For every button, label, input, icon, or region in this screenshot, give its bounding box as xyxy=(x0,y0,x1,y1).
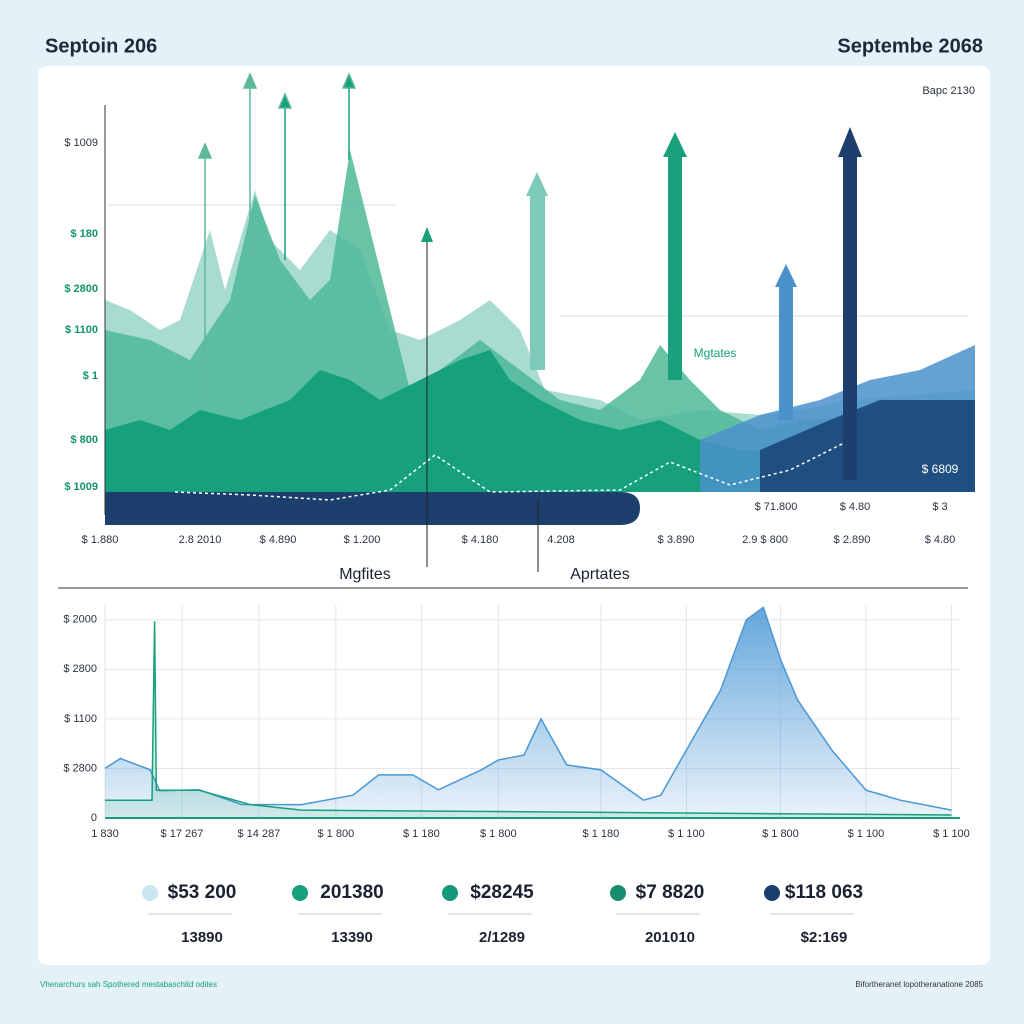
arrow-head xyxy=(242,72,258,89)
x-label: $ 1.200 xyxy=(344,534,381,546)
legend-sub: $2:169 xyxy=(801,929,848,946)
annotation: Mgtates xyxy=(694,346,737,360)
legend-value: $118 063 xyxy=(785,882,863,903)
arrow-head xyxy=(421,227,433,242)
x-tick-label: $ 17 267 xyxy=(161,828,204,840)
footer-left: Vhenarchurs sah Spothered mestabaschitd … xyxy=(40,980,217,989)
x-label: $ 2.890 xyxy=(834,534,871,546)
arrow-head xyxy=(663,132,687,157)
legend-sub: 13890 xyxy=(181,929,223,946)
minor-label: $ 4.80 xyxy=(840,501,871,513)
annotation: $ 6809 xyxy=(922,462,959,476)
bar-arrow xyxy=(779,285,793,420)
trend xyxy=(174,439,851,501)
mountain xyxy=(760,400,975,492)
y-tick-label: $ 2800 xyxy=(63,762,97,774)
footer-right: Bifortheranet lopotheranatione 2085 xyxy=(855,980,983,989)
legend-value: $53 200 xyxy=(168,882,237,903)
arrow-head xyxy=(341,72,357,89)
x-tick-label: $ 1 800 xyxy=(317,828,354,840)
band xyxy=(105,492,640,525)
legend-dot xyxy=(142,885,158,901)
arrow-head xyxy=(277,92,293,109)
x-label: $ 3.890 xyxy=(658,534,695,546)
legend-value: $7 8820 xyxy=(636,882,705,903)
legend-sub: 2/1289 xyxy=(479,929,525,946)
x-tick-label: $ 1 100 xyxy=(933,828,970,840)
legend-value: 201380 xyxy=(320,882,383,903)
legend-sub: 13390 xyxy=(331,929,373,946)
legend-dot xyxy=(764,885,780,901)
header-left: Septoin 206 xyxy=(45,35,157,57)
x-tick-label: $ 1 180 xyxy=(583,828,620,840)
y-label: $ 800 xyxy=(70,434,98,446)
y-label: $ 1 xyxy=(83,370,98,382)
annotation: Aprtates xyxy=(570,566,630,583)
y-label: $ 1100 xyxy=(65,324,98,336)
x-tick-label: $ 1 800 xyxy=(762,828,799,840)
x-label: $ 1.880 xyxy=(82,534,119,546)
x-tick-label: $ 1 100 xyxy=(848,828,885,840)
annotation: Mgfites xyxy=(339,566,391,583)
header-right: Septembe 2068 xyxy=(837,35,983,57)
legend-dot xyxy=(442,885,458,901)
arrow-head xyxy=(838,127,862,157)
line xyxy=(105,621,952,816)
arrow-head xyxy=(197,142,213,159)
x-label: 4.208 xyxy=(547,534,575,546)
legend-dot xyxy=(292,885,308,901)
corner-label: Bapc 2130 xyxy=(922,85,975,97)
legend-value: $28245 xyxy=(470,882,534,903)
x-tick-label: $ 1 100 xyxy=(668,828,705,840)
bar-arrow xyxy=(668,155,682,380)
y-tick-label: $ 1100 xyxy=(64,713,97,725)
x-tick-label: $ 1 800 xyxy=(480,828,517,840)
x-tick-label: 1 830 xyxy=(91,828,119,840)
x-label: 2.8 2010 xyxy=(179,534,222,546)
y-tick-label: 0 xyxy=(91,812,97,824)
x-label: 2.9 $ 800 xyxy=(742,534,788,546)
arrow-head xyxy=(775,264,797,287)
minor-label: $ 3 xyxy=(932,501,947,513)
bar-arrow xyxy=(530,195,545,370)
minor-label: $ 71.800 xyxy=(755,501,798,513)
y-tick-label: $ 2000 xyxy=(63,614,97,626)
y-label: $ 1009 xyxy=(64,481,98,493)
x-tick-label: $ 14 287 xyxy=(237,828,280,840)
area xyxy=(105,621,952,818)
area xyxy=(105,607,952,818)
x-label: $ 4.180 xyxy=(462,534,499,546)
top-illustration xyxy=(58,72,975,589)
y-label: $ 180 xyxy=(70,228,98,240)
y-tick-label: $ 2800 xyxy=(63,663,97,675)
x-label: $ 4.890 xyxy=(260,534,297,546)
x-tick-label: $ 1 180 xyxy=(403,828,440,840)
y-label: $ 2800 xyxy=(64,283,98,295)
x-label: $ 4.80 xyxy=(925,534,956,546)
y-label: $ 1009 xyxy=(64,137,98,149)
legend-dot xyxy=(610,885,626,901)
arrow-head xyxy=(526,172,548,196)
legend-sub: 201010 xyxy=(645,929,695,946)
bar-arrow xyxy=(843,155,857,480)
